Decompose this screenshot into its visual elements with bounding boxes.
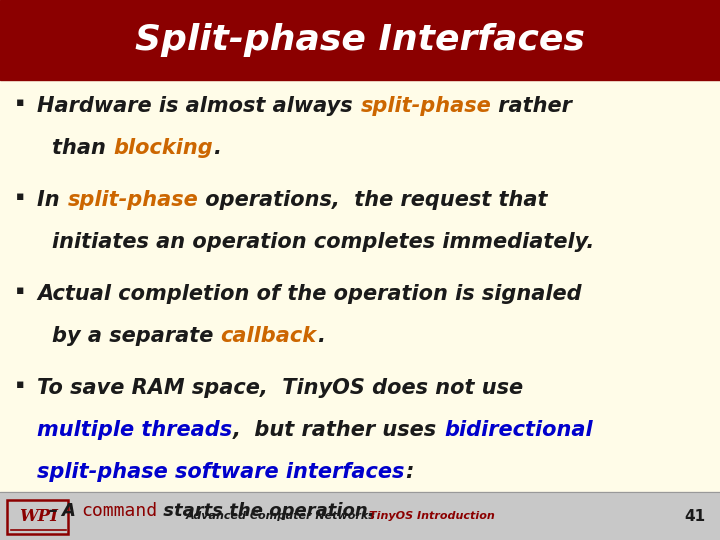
Text: Split-phase Interfaces: Split-phase Interfaces — [135, 23, 585, 57]
Text: ,  but rather uses: , but rather uses — [233, 420, 444, 440]
Text: 41: 41 — [684, 509, 706, 524]
Text: split-phase software interfaces: split-phase software interfaces — [37, 462, 405, 482]
Text: ▪: ▪ — [16, 190, 24, 203]
Text: TinyOS Introduction: TinyOS Introduction — [369, 511, 495, 521]
Text: blocking: blocking — [113, 138, 212, 158]
Text: Actual completion of the operation is signaled: Actual completion of the operation is si… — [37, 284, 582, 304]
Text: command: command — [81, 502, 158, 519]
Text: rather: rather — [491, 96, 572, 116]
Text: ▪: ▪ — [16, 96, 24, 109]
Text: split-phase: split-phase — [67, 190, 198, 210]
Bar — [0, 492, 720, 540]
Text: callback: callback — [220, 326, 317, 346]
Text: Advanced Computer Networks: Advanced Computer Networks — [186, 511, 376, 521]
Text: Hardware is almost always: Hardware is almost always — [37, 96, 360, 116]
Text: bidirectional: bidirectional — [444, 420, 593, 440]
Text: by a separate: by a separate — [52, 326, 220, 346]
Text: multiple threads: multiple threads — [37, 420, 233, 440]
Text: operations,  the request that: operations, the request that — [198, 190, 548, 210]
Text: :: : — [405, 462, 413, 482]
Text: .: . — [212, 138, 220, 158]
Text: than: than — [52, 138, 113, 158]
Text: .: . — [317, 326, 325, 346]
Text: A: A — [61, 502, 81, 519]
Text: To save RAM space,  TinyOS does not use: To save RAM space, TinyOS does not use — [37, 378, 523, 398]
Text: ▪: ▪ — [16, 378, 24, 391]
Text: –: – — [49, 502, 58, 519]
Text: split-phase: split-phase — [360, 96, 491, 116]
Bar — [7, 500, 68, 534]
Text: initiates an operation completes immediately.: initiates an operation completes immedia… — [52, 232, 594, 252]
Bar — [0, 0, 720, 80]
Text: WPI: WPI — [19, 508, 58, 525]
Text: In: In — [37, 190, 67, 210]
Text: ▪: ▪ — [16, 284, 24, 297]
Text: starts the operation.: starts the operation. — [158, 502, 375, 519]
